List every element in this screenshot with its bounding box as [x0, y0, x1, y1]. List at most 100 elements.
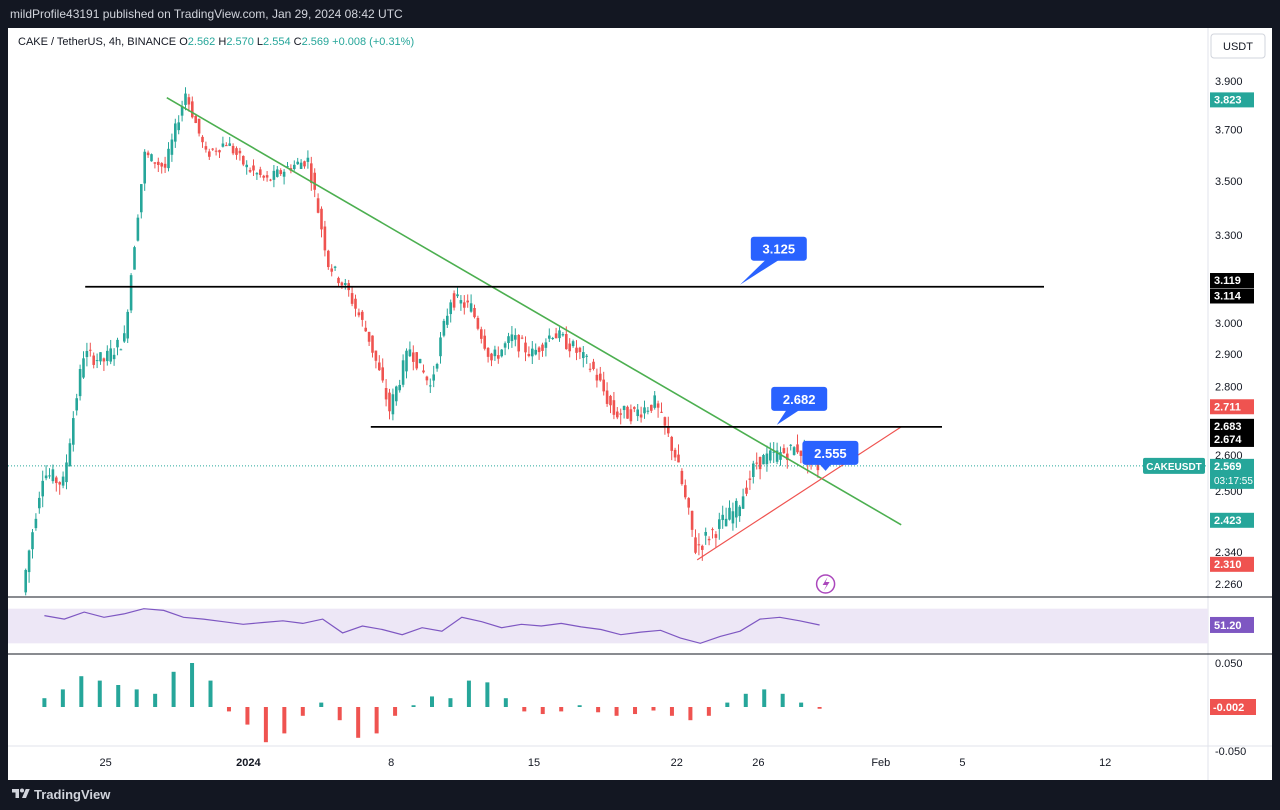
candle-body	[109, 348, 112, 362]
candle-body	[520, 337, 524, 339]
tradingview-logo-icon[interactable]	[12, 787, 30, 801]
candle-body	[68, 443, 72, 466]
candle-body	[208, 151, 211, 157]
candle-body	[48, 475, 51, 477]
candle-body	[194, 116, 197, 123]
candle-body	[741, 496, 745, 509]
candle-body	[78, 369, 82, 397]
candle-body	[571, 341, 575, 347]
candle-body	[272, 170, 276, 180]
macd-histogram-bar	[42, 698, 47, 707]
macd-histogram-bar	[226, 707, 231, 712]
candle-body	[187, 97, 191, 105]
footer-brand[interactable]: TradingView	[34, 787, 111, 802]
macd-histogram-bar	[208, 680, 213, 707]
candle-body	[548, 335, 551, 339]
candle-body	[191, 101, 194, 118]
candle-body	[313, 172, 316, 190]
rsi-band	[8, 608, 1208, 644]
candle-body	[38, 497, 41, 509]
candle-body	[163, 163, 167, 168]
candle-body	[415, 352, 418, 369]
candle-body	[643, 407, 646, 414]
publish-bar: mildProfile43191 published on TradingVie…	[0, 0, 1280, 28]
macd-histogram-bar	[190, 663, 195, 707]
macd-histogram-bar	[282, 707, 287, 734]
time-tick-label: 8	[388, 757, 394, 769]
time-tick-label: 5	[959, 757, 965, 769]
macd-histogram-bar	[596, 707, 601, 713]
macd-histogram-bar	[651, 707, 656, 711]
candle-body	[61, 476, 65, 486]
candle-body	[782, 448, 786, 454]
rsi-value-badge	[1210, 616, 1254, 633]
candle-body	[616, 411, 619, 418]
candle-body	[333, 266, 337, 268]
price-tick-label: 3.000	[1215, 318, 1243, 330]
candle-body	[133, 247, 136, 270]
macd-histogram-bar	[60, 689, 65, 707]
ascending-support-line	[696, 426, 902, 561]
candle-body	[211, 148, 214, 150]
macd-histogram-bar	[466, 680, 471, 707]
candle-body	[605, 390, 609, 404]
candle-body	[796, 444, 799, 453]
candle-body	[789, 444, 792, 446]
candle-body	[245, 164, 248, 168]
candle-body	[435, 364, 439, 369]
candle-body	[201, 136, 204, 143]
macd-histogram-bar	[79, 676, 84, 707]
macd-histogram-bar	[688, 707, 693, 721]
candle-body	[422, 370, 425, 373]
candle-body	[252, 165, 255, 171]
price-label-badge	[1210, 458, 1254, 489]
candle-body	[235, 148, 238, 155]
candle-body	[116, 339, 119, 348]
candle-body	[786, 453, 789, 460]
candle-body	[238, 150, 242, 154]
candle-body	[157, 161, 160, 165]
candle-body	[677, 454, 680, 463]
candle-body	[476, 317, 480, 329]
candle-body	[418, 358, 422, 364]
candle-body	[578, 347, 582, 353]
candle-body	[602, 379, 605, 392]
candle-body	[99, 352, 102, 362]
candle-body	[636, 409, 639, 417]
candle-body	[123, 333, 126, 342]
candle-body	[34, 518, 38, 529]
candle-body	[701, 545, 704, 550]
rsi-line	[44, 608, 820, 644]
price-label-value: 3.114	[1214, 290, 1242, 302]
macd-histogram-bar	[116, 685, 121, 707]
price-label-badge	[1210, 556, 1254, 572]
candle-body	[72, 418, 75, 445]
candle-body	[561, 334, 565, 336]
macd-histogram-bar	[153, 693, 158, 707]
candle-body	[629, 409, 633, 422]
candle-body	[276, 169, 279, 177]
candle-body	[361, 311, 364, 320]
macd-histogram-bar	[300, 707, 305, 716]
candle-body	[503, 343, 507, 348]
candle-body	[140, 184, 143, 213]
candle-body	[395, 386, 398, 402]
candle-body	[262, 175, 265, 178]
macd-histogram-bar	[743, 693, 748, 707]
candle-body	[646, 410, 650, 412]
candle-body	[779, 452, 782, 460]
candle-body	[303, 161, 306, 167]
candle-body	[469, 303, 473, 312]
macd-histogram-bar	[669, 707, 674, 716]
candle-countdown: 03:17:55	[1214, 476, 1253, 487]
candle-body	[575, 347, 578, 353]
candle-body	[150, 154, 153, 162]
candle-body	[663, 417, 667, 426]
chart-canvas[interactable]: CAKE / TetherUS, 4h, BINANCE O2.562 H2.5…	[8, 28, 1272, 780]
candle-body	[735, 500, 738, 518]
candle-body	[153, 162, 157, 164]
candle-body	[514, 335, 517, 340]
macd-histogram-bar	[448, 698, 453, 707]
price-label-badge	[1210, 92, 1254, 108]
price-tick-label: 2.800	[1215, 381, 1243, 393]
